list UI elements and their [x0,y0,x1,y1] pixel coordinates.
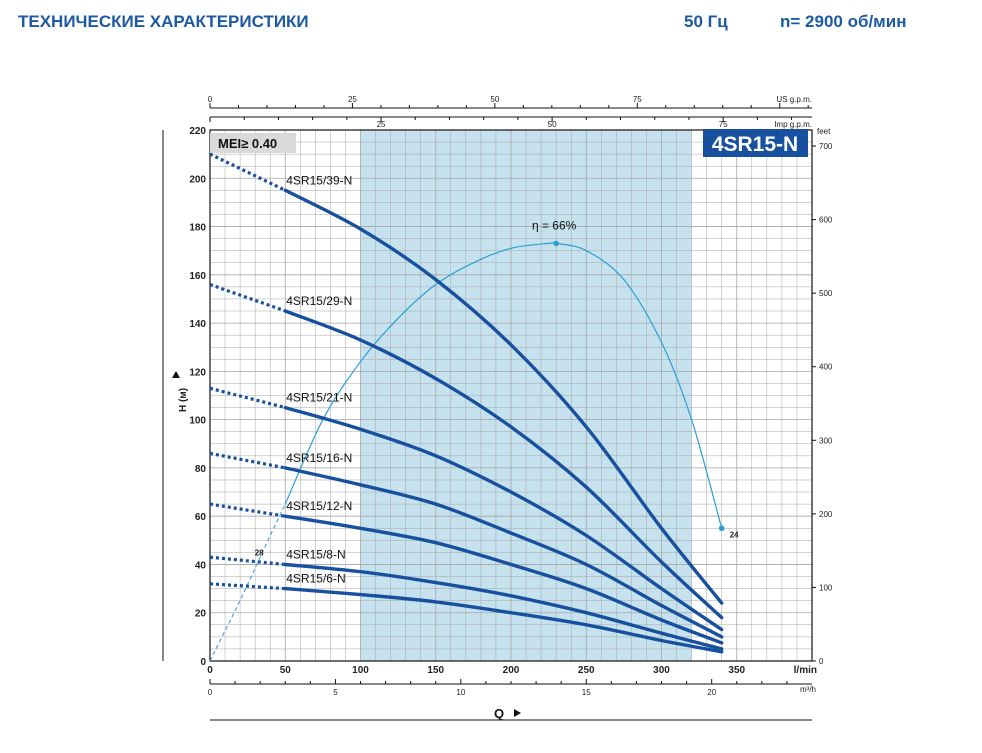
x-tick-label: 150 [427,665,444,676]
y-tick-label: 200 [189,174,206,185]
pump-curve-dotted [209,152,286,192]
pump-curve-dotted [209,555,286,567]
pump-curves-group [209,152,724,654]
usgpm-tick-label: 0 [208,95,213,104]
y-tick-label: 80 [195,464,207,475]
y-tick-label: 140 [189,319,206,330]
pump-curve [283,466,724,639]
y2-tick-label: 700 [819,142,833,151]
model-title: 4SR15-N [712,133,798,156]
frequency-label: 50 Гц [684,12,728,31]
pump-curve-dotted [209,282,286,313]
efficiency-curve-group: η = 66% 24 28 [209,218,739,662]
y-tick-label: 60 [195,512,207,523]
y-tick-label: 120 [189,367,206,378]
y-tick-label: 0 [200,657,206,668]
efficiency-end-point [718,525,725,532]
pump-curve-label: 4SR15/8-N [286,547,345,561]
chart-axes: 0204060801001201401601802002200100200300… [162,95,833,721]
y-tick-label: 100 [189,416,206,427]
x-tick-label: 250 [578,665,595,676]
mei-badge [210,133,296,153]
m3h-unit-label: m³/h [800,685,816,694]
x-tick-label: 350 [728,665,745,676]
x-tick-label: 100 [352,665,369,676]
speed-label: n= 2900 об/мин [780,12,907,31]
pump-curve-dotted [209,386,286,410]
pump-curve [283,188,724,605]
m3h-tick-label: 0 [208,688,213,697]
x-tick-label: 200 [503,665,520,676]
impgpm-tick-label: 50 [548,120,557,129]
pump-curve-label: 4SR15/39-N [286,173,352,187]
pump-curve-label: 4SR15/16-N [286,451,352,465]
usgpm-unit-label: US g.p.m. [776,95,812,104]
efficiency-end-label: 24 [730,530,739,539]
y-axis-label: H (м) [178,388,189,412]
m3h-tick-label: 20 [707,688,716,697]
x-tick-label: 50 [280,665,292,676]
efficiency-curve [284,242,723,529]
page-title: ТЕХНИЧЕСКИЕ ХАРАКТЕРИСТИКИ [18,12,309,31]
usgpm-tick-label: 25 [348,95,357,104]
y2-tick-label: 600 [819,216,833,225]
pump-curve [283,405,724,632]
pump-curve-dotted [209,451,286,470]
pump-curve-label: 4SR15/29-N [286,294,352,308]
efficiency-curve-dashed [209,503,286,662]
y2-tick-label: 500 [819,289,833,298]
pump-curve-label: 4SR15/12-N [286,499,352,513]
plot-frame [209,129,813,662]
pump-curve [283,309,724,620]
x-axis-label: Q [494,706,504,721]
efficiency-start-label: 28 [255,548,264,557]
y2-tick-label: 200 [819,510,833,519]
x-unit-label: l/min [794,665,817,676]
pump-curve-dotted [209,582,286,591]
x-tick-label: 300 [653,665,670,676]
y2-tick-label: 100 [819,583,833,592]
x-tick-label: 0 [207,665,213,676]
m3h-tick-label: 15 [582,688,591,697]
pump-curve-dotted [209,502,286,518]
efficiency-peak-label: η = 66% [532,218,577,232]
usgpm-tick-label: 50 [490,95,499,104]
y2-tick-label: 400 [819,363,833,372]
y-axis-arrow-icon [172,371,180,378]
m3h-tick-label: 5 [333,688,338,697]
y-tick-label: 160 [189,271,206,282]
y-tick-label: 220 [189,126,206,137]
impgpm-tick-label: 25 [377,120,386,129]
y-tick-label: 180 [189,223,206,234]
impgpm-unit-label: Imp g.p.m. [774,120,812,129]
m3h-tick-label: 10 [456,688,465,697]
chart-labels-group: MEI≥ 0.40 4SR15-N H (м) Q 4SR15/39-N 4SR1… [172,129,808,721]
pump-curve-label: 4SR15/21-N [286,391,352,405]
y-tick-label: 40 [195,560,207,571]
impgpm-tick-label: 75 [719,120,728,129]
model-badge [703,129,808,157]
pump-curve-label: 4SR15/6-N [286,572,345,586]
pump-curve [283,514,724,645]
chart-grid [209,129,813,662]
efficiency-peak-point [553,240,559,247]
y-tick-label: 20 [195,609,207,620]
usgpm-tick-label: 75 [633,95,642,104]
y2-tick-label: 300 [819,436,833,445]
x-axis-arrow-icon [514,709,521,717]
pump-curve [283,586,724,654]
pump-curve [283,562,724,651]
mei-label: MEI≥ 0.40 [218,136,277,151]
y2-unit-label: feet [817,127,831,136]
y2-tick-label: 0 [819,657,824,666]
